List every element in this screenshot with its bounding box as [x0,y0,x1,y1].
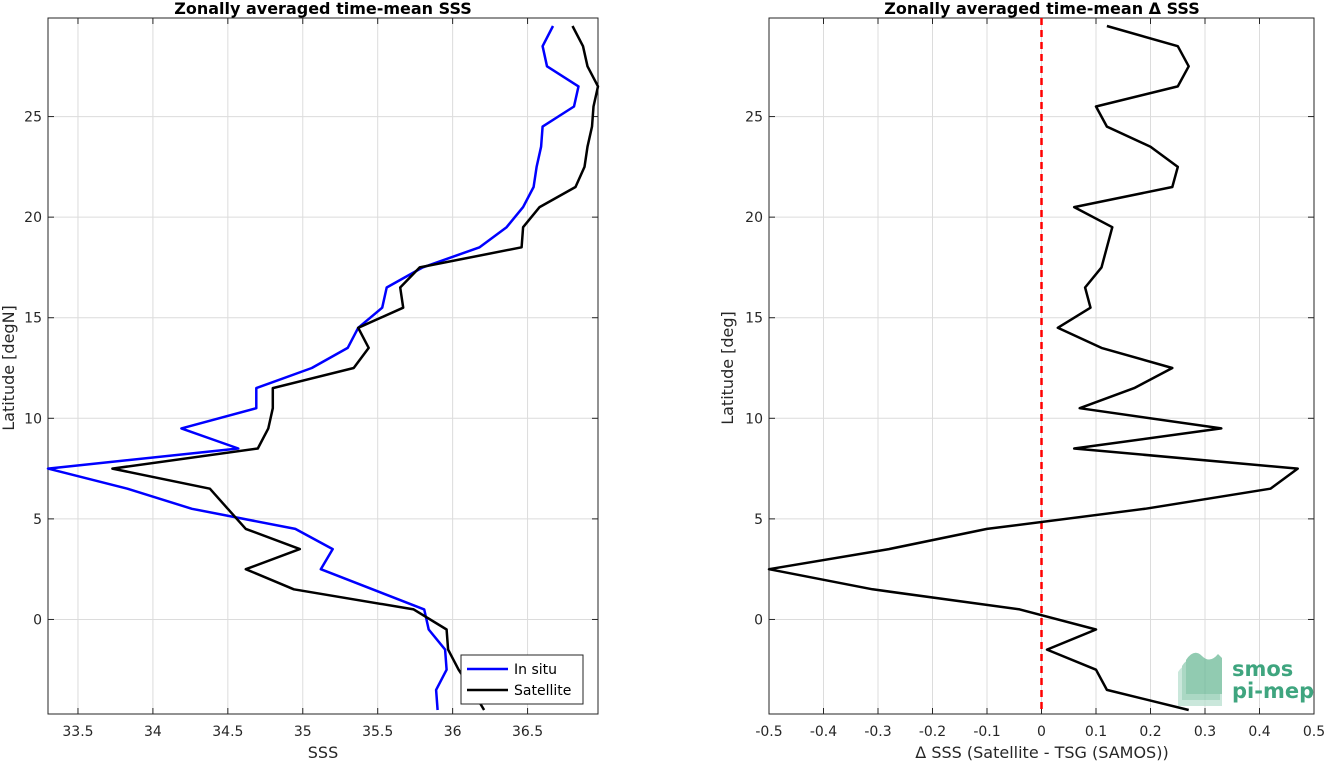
left-plot-area [48,18,598,714]
left-x-axis-label: SSS [308,743,338,762]
right-series [767,18,1299,714]
legend-box [460,654,584,705]
right-x-tick-label: -0.1 [973,724,1000,740]
logo-wave-graphic [1178,652,1222,706]
left-series [46,25,600,711]
left-chart-panel: 33.5 34 34.5 35 35.5 36 36.5 0 5 10 15 20 25 Zonally… [0,0,600,762]
left-series-line-in-situ [46,25,580,711]
legend: In situ Satellite [460,654,584,705]
right-x-tick-label: 0 [1037,724,1046,740]
right-x-tick-label: 0.5 [1303,724,1325,740]
right-x-tick-label: 0.1 [1085,724,1107,740]
legend-in-situ-label: In situ [514,662,557,678]
right-ticks: -0.5 -0.4 -0.3 -0.2 -0.1 0 0.1 0.2 0.3 0.4 0.5 0 5 10… [745,18,1325,740]
logo-text-smos: smos [1232,657,1293,681]
right-x-tick-label: 0.3 [1194,724,1216,740]
right-y-tick-label: 5 [754,512,763,528]
left-series-line-satellite [111,25,600,711]
right-chart-title: Zonally averaged time-mean Δ SSS [884,0,1200,18]
legend-satellite-label: Satellite [514,683,571,699]
left-x-tick-label: 36.5 [512,724,543,740]
left-grid [48,18,598,714]
right-chart-panel: -0.5 -0.4 -0.3 -0.2 -0.1 0 0.1 0.2 0.3 0.4 0.5 0 5 10… [718,0,1325,762]
right-x-tick-label: -0.3 [864,724,891,740]
right-x-tick-label: -0.4 [810,724,837,740]
right-x-tick-label: 0.4 [1248,724,1270,740]
left-x-tick-label: 33.5 [62,724,93,740]
left-x-tick-label: 36 [444,724,462,740]
left-x-tick-label: 34.5 [212,724,243,740]
left-axes-box [47,17,599,715]
right-y-tick-label: 15 [745,311,763,327]
left-x-tick-label: 35 [294,724,312,740]
left-x-tick-label: 35.5 [362,724,393,740]
right-x-tick-label: 0.2 [1139,724,1161,740]
left-y-tick-label: 25 [24,110,42,126]
right-y-tick-label: 20 [745,210,763,226]
left-y-tick-label: 20 [24,210,42,226]
right-x-axis-label: Δ SSS (Satellite - TSG (SAMOS)) [915,743,1168,762]
right-x-tick-label: -0.5 [755,724,782,740]
right-y-axis-label: Latitude [deg] [718,311,737,425]
left-chart-title: Zonally averaged time-mean SSS [174,0,472,18]
right-y-tick-label: 10 [745,411,763,427]
left-y-tick-label: 15 [24,311,42,327]
right-x-tick-label: -0.2 [919,724,946,740]
right-y-tick-label: 0 [754,612,763,628]
smos-pi-mep-logo: smos pi-mep [1178,652,1314,706]
left-x-tick-label: 34 [144,724,162,740]
logo-text-pi-mep: pi-mep [1232,679,1314,703]
left-y-axis-label: Latitude [degN] [0,305,18,431]
right-series-line-delta-sss [767,24,1299,712]
left-ticks: 33.5 34 34.5 35 35.5 36 36.5 0 5 10 15 20 25 [24,18,598,740]
left-y-tick-label: 10 [24,411,42,427]
left-y-tick-label: 5 [33,512,42,528]
right-y-tick-label: 25 [745,110,763,126]
left-y-tick-label: 0 [33,612,42,628]
